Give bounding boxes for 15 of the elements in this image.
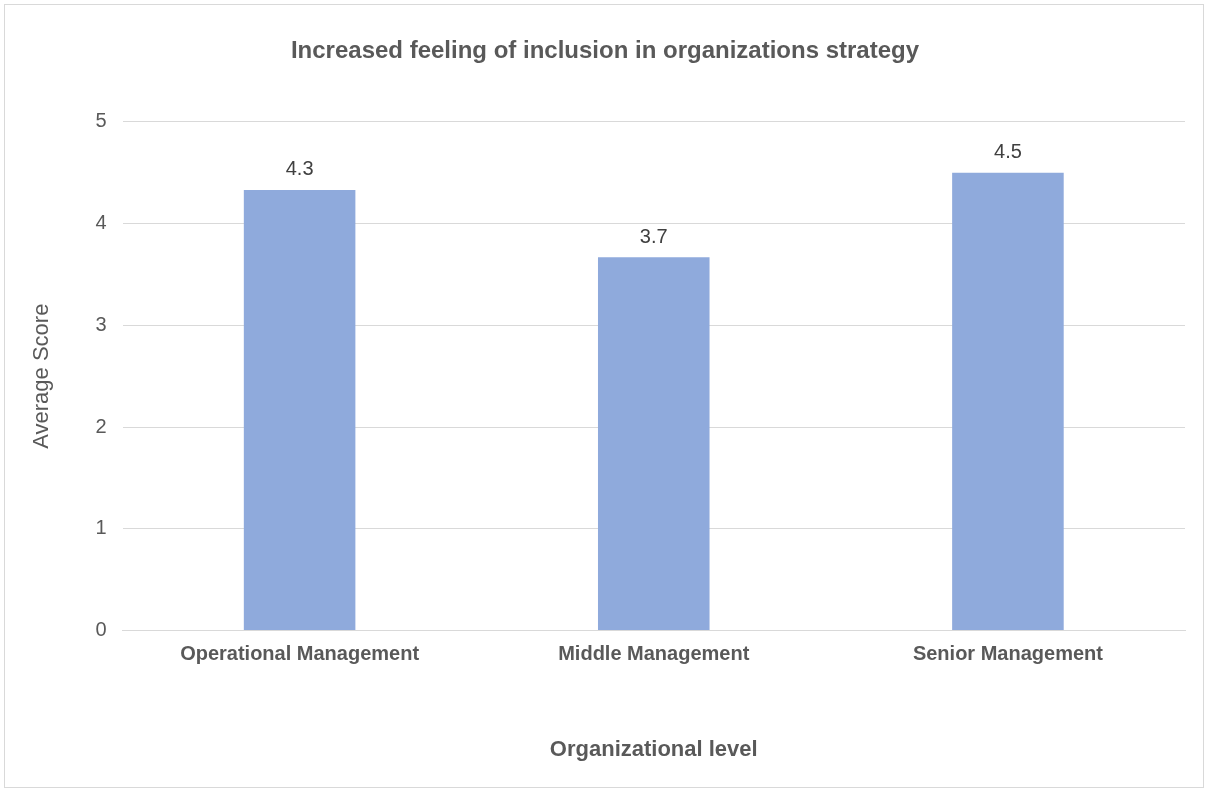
data-label: 3.7 [639,224,668,247]
x-tick-label: Middle Management [558,642,750,665]
x-axis-title: Organizational level [549,735,758,761]
y-tick-label: 0 [95,618,107,641]
y-tick-label: 2 [95,414,107,437]
x-tick-label: Senior Management [912,642,1104,665]
data-label: 4.3 [285,157,314,180]
y-tick-label: 5 [95,109,107,132]
y-tick-label: 4 [95,211,107,234]
x-tick-label: Operational Management [180,642,420,665]
y-tick-label: 1 [95,516,107,539]
y-axis-title: Average Score [28,303,54,449]
data-label: 4.5 [994,140,1022,163]
y-tick-label: 3 [95,312,107,335]
chart-title: Increased feeling of inclusion in organizations strategy [290,36,920,64]
